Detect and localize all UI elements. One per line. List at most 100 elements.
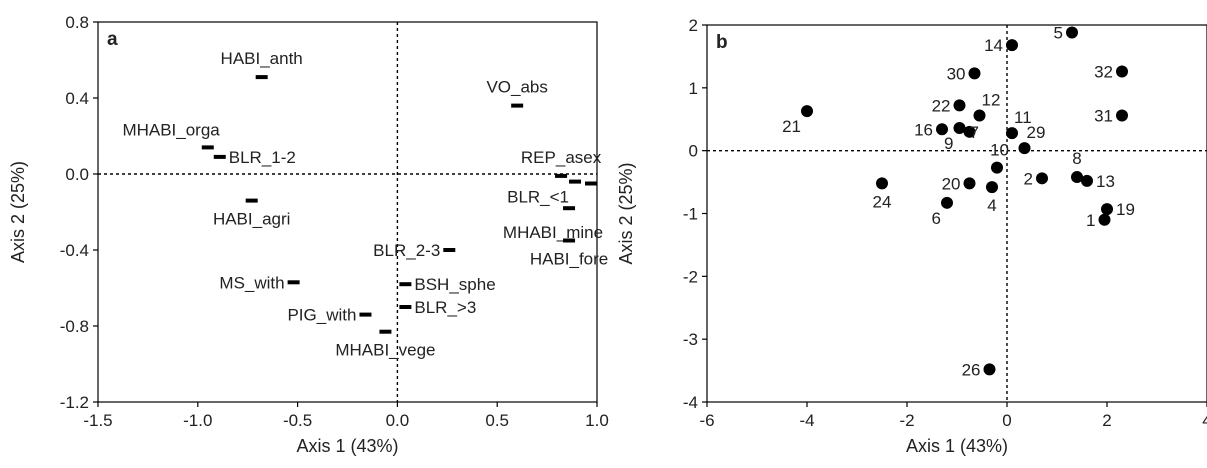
panel-a-point-marker: [359, 312, 372, 317]
panel-b-point-label: 10: [990, 141, 1009, 160]
panel-a-y-tick-label: 0.4: [65, 89, 89, 108]
panel-a-y-tick-label: -0.4: [60, 241, 89, 260]
panel-b-point-label: 30: [947, 64, 966, 83]
panel-b-x-tick-label: 2: [1102, 411, 1111, 430]
panel-a-point-marker: [201, 145, 214, 150]
panel-b-y-tick-label: 1: [689, 79, 698, 98]
panel-a-point-marker: [213, 154, 226, 159]
panel-b-point-marker: [1006, 39, 1018, 52]
panel-b-x-axis-title: Axis 1 (43%): [906, 436, 1008, 456]
panel-b-point-marker: [963, 125, 976, 138]
panel-b-x-tick-label: -2: [899, 411, 914, 430]
panel-b-point-label: 6: [932, 209, 941, 228]
panel-b-y-tick-label: -3: [683, 330, 698, 349]
panel-a-plot-frame: [97, 21, 598, 403]
panel-a-point-label: BLR_<1: [507, 188, 569, 207]
panel-b-point-marker: [991, 161, 1003, 174]
panel-b-point-marker: [1098, 213, 1111, 226]
panel-a-y-tick-label: 0.8: [65, 13, 89, 32]
panel-b-point-marker: [936, 123, 948, 136]
panel-a-point-label: HABI_fore: [530, 250, 608, 269]
panel-a-point-label: REP_asex: [521, 148, 602, 167]
panel-a-point-marker: [245, 198, 258, 203]
panel-a-point-marker: [563, 238, 576, 243]
panel-a-point-label: BLR_>3: [414, 298, 476, 317]
panel-b-y-tick-label: -4: [683, 393, 698, 412]
panel-b-point-label: 26: [962, 360, 981, 379]
panel-b-point-label: 24: [873, 192, 892, 211]
panel-b-point-label: 16: [914, 120, 933, 139]
panel-b-point-marker: [1018, 142, 1031, 155]
panel-b-point-label: 1: [1086, 211, 1095, 230]
panel-b-point-marker: [1116, 65, 1128, 78]
panel-a-x-tick-label: -1.5: [83, 411, 112, 430]
panel-b-y-tick-label: 0: [689, 142, 698, 161]
panel-b-point-marker: [801, 105, 813, 118]
panel-a-x-tick-label: 1.0: [585, 411, 609, 430]
panel-a-y-axis-title: Axis 2 (25%): [8, 161, 28, 263]
panel-a-point-label: BLR_1-2: [229, 148, 296, 167]
panel-a-point-marker: [443, 248, 456, 252]
panel-a-x-tick-label: -1.0: [183, 411, 212, 430]
panel-a-y-tick-label: -0.8: [60, 317, 89, 336]
panel-a-point-label: HABI_agri: [213, 210, 290, 229]
panel-b-x-tick-label: 0: [1002, 411, 1011, 430]
panel-b-point-label: 20: [942, 174, 961, 193]
panel-b-point-label: 11: [1014, 108, 1032, 127]
panel-a-ordination-traits: -1.5 -1.0 -0.5 0.0 0.5 1.0 -1.2 -0.8 -0.4 0.0 0.4 0…: [8, 13, 609, 456]
panel-b-point-label: 7: [970, 123, 979, 142]
panel-b-point-marker: [1101, 203, 1113, 216]
panel-b-point-marker: [986, 181, 998, 194]
panel-a-point-marker: [399, 282, 412, 287]
panel-b-x-tick-label: 4: [1202, 411, 1207, 430]
panel-a-point-label: MHABI_mine: [503, 223, 603, 242]
panel-b-x-tick-label: -6: [699, 411, 714, 430]
panel-b-point-marker: [968, 67, 981, 80]
panel-a-point-label: MHABI_orga: [122, 120, 220, 139]
panel-a-point-marker: [569, 179, 582, 184]
panel-b-point-marker: [973, 109, 986, 122]
panel-b-y-tick-label: 2: [689, 16, 698, 35]
panel-b-point-marker: [1071, 171, 1083, 184]
panel-a-y-tick-label: 0.0: [65, 165, 89, 184]
panel-b-point-label: 13: [1096, 172, 1115, 191]
panel-b-point-marker: [983, 363, 996, 376]
panel-b-point-marker: [876, 177, 888, 190]
panel-b-x-tick-label: -4: [799, 411, 814, 430]
panel-b-point-label: 29: [1027, 123, 1046, 142]
panel-b-point-marker: [1036, 172, 1048, 185]
panel-a-point-label: HABI_anth: [221, 49, 303, 68]
panel-b-point-label: 31: [1094, 106, 1113, 125]
panel-a-point-marker: [555, 173, 568, 178]
panel-b-point-label: 9: [944, 134, 953, 153]
panel-a-point-label: MS_with: [219, 273, 284, 292]
panel-b-point-label: 21: [782, 117, 801, 136]
panel-a-y-tick-label: -1.2: [60, 393, 89, 412]
panel-b-point-marker: [963, 177, 976, 190]
panel-b-y-axis-title: Axis 2 (25%): [616, 162, 636, 264]
panel-a-point-marker: [379, 329, 392, 334]
panel-a-x-tick-label: 0.0: [386, 411, 410, 430]
panel-a-point-label: BSH_sphe: [414, 275, 495, 294]
panel-b-y-tick-label: -2: [683, 267, 698, 286]
panel-b-point-marker: [1116, 109, 1128, 122]
panel-b-point-marker: [1081, 174, 1093, 187]
panel-b-point-label: 8: [1072, 149, 1081, 168]
panel-b-point-label: 5: [1054, 24, 1063, 43]
panel-b-point-marker: [941, 196, 953, 209]
panel-a-x-tick-label: 0.5: [485, 411, 509, 430]
panel-b-point-marker: [1066, 26, 1078, 39]
panel-a-point-marker: [585, 181, 598, 186]
panel-a-x-tick-label: -0.5: [283, 411, 312, 430]
panel-b-letter: b: [716, 32, 728, 53]
panel-b-point-label: 22: [932, 96, 951, 115]
panel-a-point-label: MHABI_vege: [335, 341, 435, 360]
panel-b-point-label: 12: [982, 90, 1001, 109]
panel-a-point-marker: [399, 305, 412, 309]
panel-b-point-label: 14: [984, 36, 1003, 55]
panel-a-point-marker: [287, 280, 300, 285]
panel-a-point-label: VO_abs: [486, 78, 547, 97]
panel-a-point-marker: [563, 206, 576, 211]
